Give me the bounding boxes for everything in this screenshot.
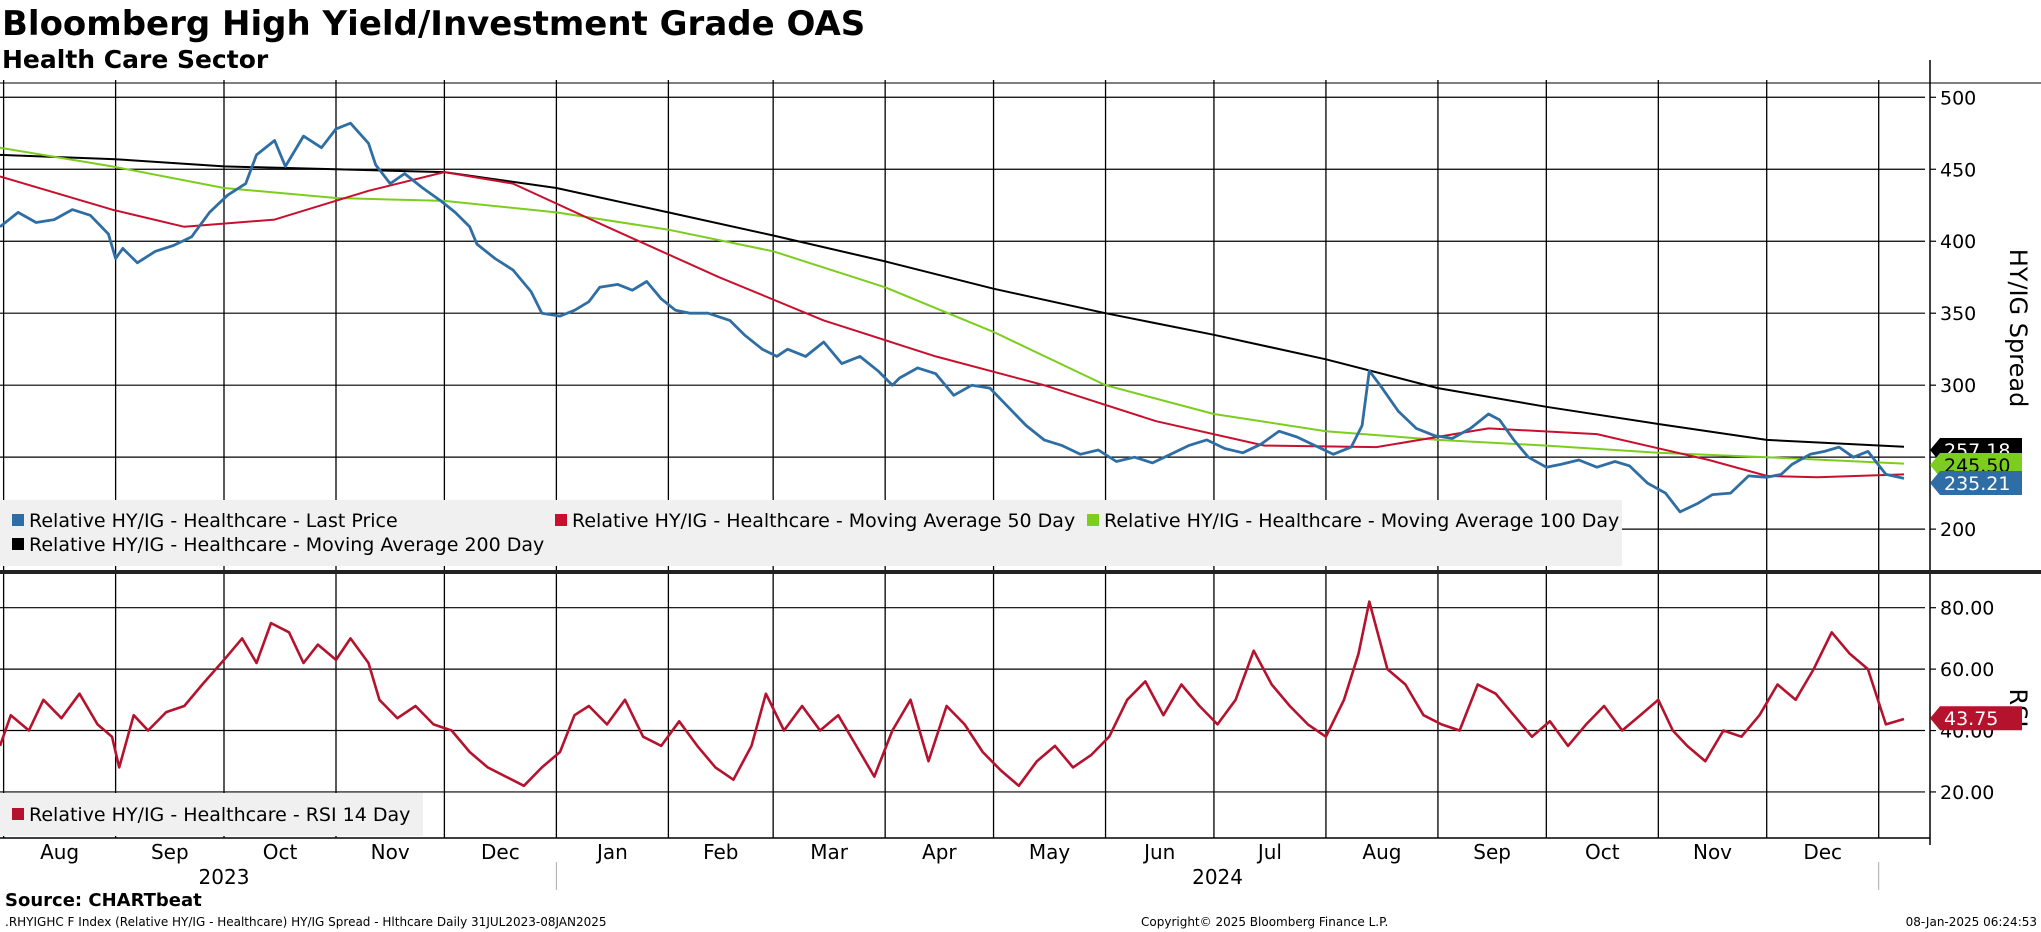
badge-rsi: 43.75 — [1930, 706, 2022, 731]
spread-y-tick-label-1: 450 — [1940, 159, 1976, 181]
month-label-9: May — [1029, 840, 1071, 864]
year-label-1: 2024 — [1192, 865, 1243, 889]
month-label-16: Dec — [1803, 840, 1842, 864]
legend-label-ma100: Relative HY/IG - Healthcare - Moving Ave… — [1104, 510, 1619, 532]
rsi-y-tick-label-3: 20.00 — [1940, 782, 1994, 804]
ticker-line: .RHYIGHC F Index (Relative HY/IG - Healt… — [5, 915, 607, 929]
legend-item-rsi: Relative HY/IG - Healthcare - RSI 14 Day — [12, 804, 410, 826]
month-label-14: Oct — [1585, 840, 1620, 864]
series-line-ma50 — [0, 171, 1905, 479]
legend-item-ma200: Relative HY/IG - Healthcare - Moving Ave… — [12, 534, 544, 556]
badge-last-price: 235.21 — [1930, 471, 2022, 495]
timestamp: 08-Jan-2025 06:24:53 — [1905, 915, 2037, 929]
month-label-4: Dec — [481, 840, 520, 864]
legend-label-last_price: Relative HY/IG - Healthcare - Last Price — [29, 510, 398, 532]
spread-y-tick-label-2: 400 — [1940, 231, 1976, 253]
spread-axis-title: HY/IG Spread — [2004, 249, 2032, 408]
rsi-legend-box — [0, 793, 423, 836]
badge-last-price-text: 235.21 — [1944, 473, 2010, 495]
legend-label-rsi: Relative HY/IG - Healthcare - RSI 14 Day — [29, 804, 410, 826]
rsi-y-tick-label-0: 80.00 — [1940, 598, 1994, 620]
month-label-6: Feb — [703, 840, 738, 864]
chart-title: Bloomberg High Yield/Investment Grade OA… — [2, 4, 866, 44]
month-label-8: Apr — [922, 840, 957, 864]
month-label-7: Mar — [810, 840, 849, 864]
badge-rsi-text: 43.75 — [1944, 708, 1998, 730]
month-label-5: Jan — [595, 840, 628, 864]
legend-swatch-rsi — [12, 808, 24, 820]
legend-swatch-ma50 — [555, 514, 567, 526]
legend: Relative HY/IG - Healthcare - Last Price… — [0, 500, 1622, 836]
series-line-ma100 — [0, 146, 1905, 465]
spread-y-tick-label-0: 500 — [1940, 87, 1976, 109]
spread-legend-box — [0, 500, 1622, 566]
month-label-11: Jul — [1256, 840, 1282, 864]
series-line-ma200 — [0, 153, 1905, 448]
month-label-1: Sep — [151, 840, 189, 864]
month-label-10: Jun — [1142, 840, 1175, 864]
legend-item-ma50: Relative HY/IG - Healthcare - Moving Ave… — [555, 510, 1075, 532]
legend-swatch-ma200 — [12, 538, 24, 550]
series-line-last_price — [0, 121, 1905, 514]
legend-item-last_price: Relative HY/IG - Healthcare - Last Price — [12, 510, 398, 532]
legend-item-ma100: Relative HY/IG - Healthcare - Moving Ave… — [1087, 510, 1619, 532]
source-note: Source: CHARTbeat — [5, 890, 202, 911]
month-label-0: Aug — [40, 840, 79, 864]
legend-swatch-last_price — [12, 514, 24, 526]
month-label-13: Sep — [1473, 840, 1511, 864]
legend-label-ma50: Relative HY/IG - Healthcare - Moving Ave… — [572, 510, 1075, 532]
month-label-12: Aug — [1362, 840, 1401, 864]
copyright-note: Copyright© 2025 Bloomberg Finance L.P. — [1141, 915, 1389, 929]
year-label-0: 2023 — [199, 865, 250, 889]
spread-y-tick-label-4: 300 — [1940, 375, 1976, 397]
legend-label-ma200: Relative HY/IG - Healthcare - Moving Ave… — [29, 534, 544, 556]
month-label-15: Nov — [1693, 840, 1732, 864]
series-line-rsi — [0, 600, 1905, 788]
chart-subtitle: Health Care Sector — [2, 45, 269, 74]
legend-swatch-ma100 — [1087, 514, 1099, 526]
month-label-3: Nov — [371, 840, 410, 864]
spread-y-tick-label-6: 200 — [1940, 519, 1976, 541]
month-label-2: Oct — [263, 840, 298, 864]
axes: 50045040035030025020080.0060.0040.0020.0… — [0, 60, 2041, 890]
series-lines — [0, 121, 1905, 788]
rsi-y-tick-label-1: 60.00 — [1940, 659, 1994, 681]
spread-y-tick-label-3: 350 — [1940, 303, 1976, 325]
